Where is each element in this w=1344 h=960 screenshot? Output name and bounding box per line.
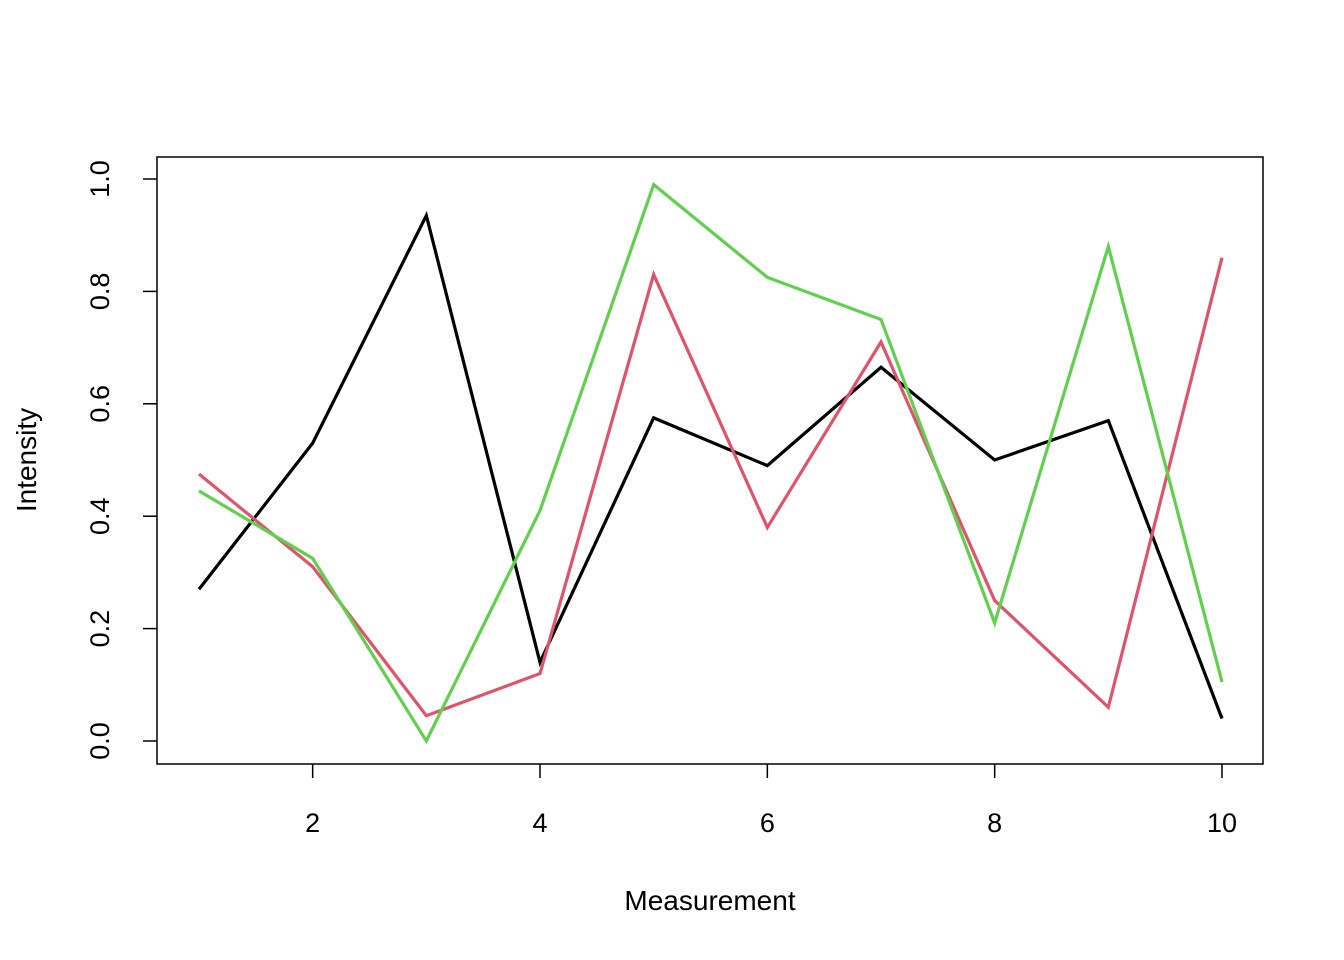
x-tick-label: 10 xyxy=(1207,808,1237,838)
series-line-3 xyxy=(198,181,1224,745)
y-tick-label: 0.4 xyxy=(85,497,115,535)
series-line-2 xyxy=(197,257,1224,718)
y-tick-label: 0.8 xyxy=(85,273,115,311)
y-tick-label: 0.6 xyxy=(85,385,115,423)
x-tick-label: 8 xyxy=(987,808,1002,838)
plot-frame xyxy=(156,156,1264,765)
y-tick-label: 1.0 xyxy=(85,160,115,198)
x-axis-title: Measurement xyxy=(624,885,795,916)
x-tick-label: 2 xyxy=(305,808,320,838)
y-axis-title: Intensity xyxy=(11,408,42,512)
series-layer xyxy=(197,181,1224,745)
series-line-1 xyxy=(197,210,1224,720)
y-tick-label: 0.0 xyxy=(85,722,115,760)
x-axis: 2 4 6 8 10 xyxy=(305,764,1237,838)
y-axis: 0.0 0.2 0.4 0.6 0.8 1.0 xyxy=(85,160,157,760)
y-tick-label: 0.2 xyxy=(85,610,115,648)
x-tick-label: 4 xyxy=(532,808,547,838)
x-tick-label: 6 xyxy=(760,808,775,838)
